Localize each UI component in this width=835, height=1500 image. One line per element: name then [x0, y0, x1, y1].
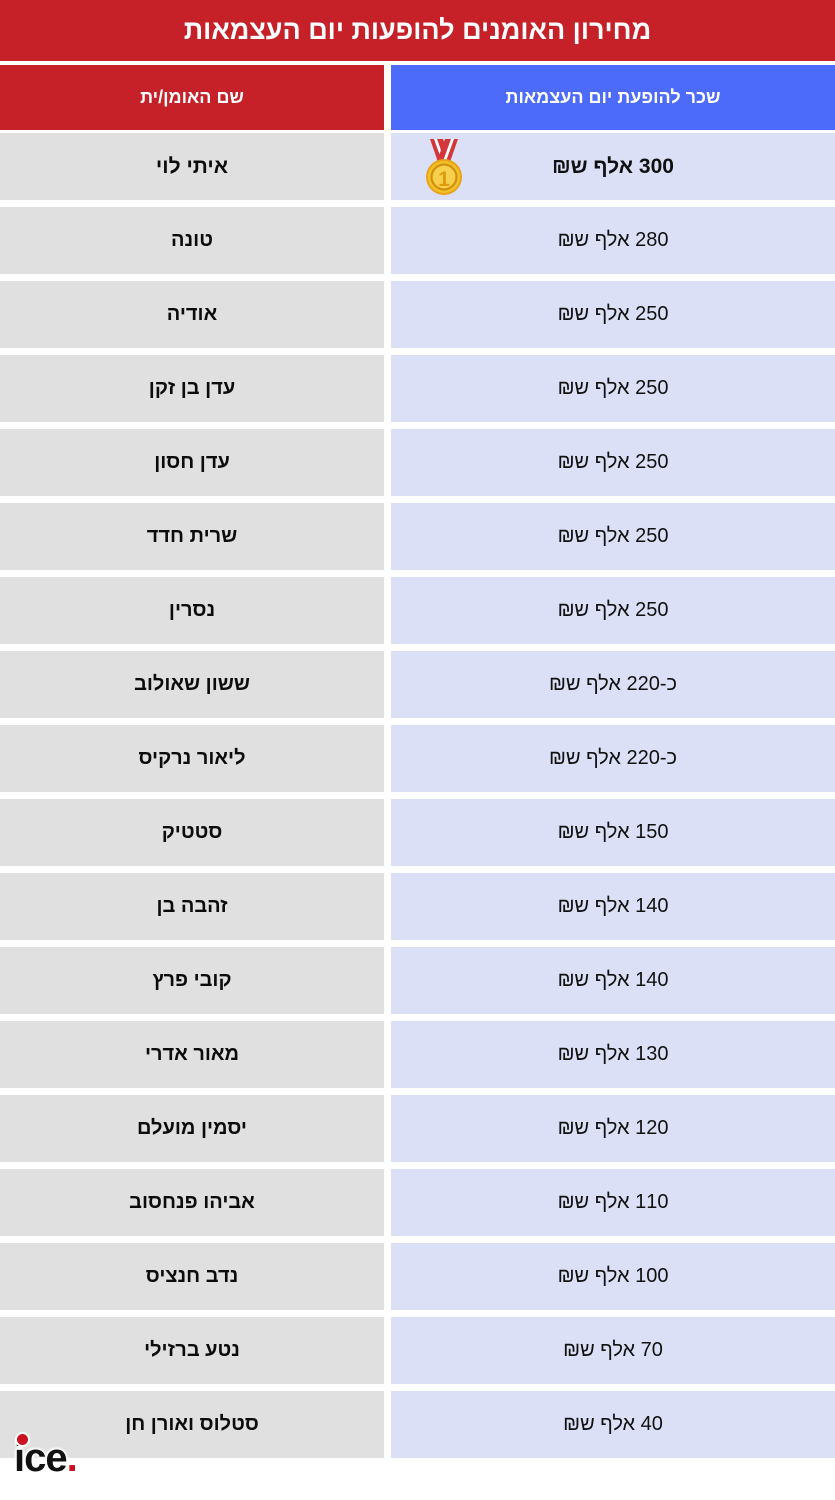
cell-artist-name: נסרין — [0, 577, 384, 644]
table-row: 110 אלף ש₪ אביהו פנחסוב — [0, 1169, 835, 1236]
cell-artist-name: אביהו פנחסוב — [0, 1169, 384, 1236]
cell-artist-name: שרית חדד — [0, 503, 384, 570]
table-row: 300 אלף ש₪ איתי לוי 1 — [0, 133, 835, 200]
table-row: 100 אלף ש₪ נדב חנציס — [0, 1243, 835, 1310]
column-header-name: שם האומן/ית — [0, 65, 384, 130]
cell-price: 150 אלף ש₪ — [391, 799, 835, 866]
cell-price: 250 אלף ש₪ — [391, 429, 835, 496]
table-row: 150 אלף ש₪ סטטיק — [0, 799, 835, 866]
table-row: 120 אלף ש₪ יסמין מועלם — [0, 1095, 835, 1162]
cell-artist-name: ששון שאולוב — [0, 651, 384, 718]
cell-price: 250 אלף ש₪ — [391, 281, 835, 348]
table-row: 280 אלף ש₪ טונה — [0, 207, 835, 274]
cell-price: 110 אלף ש₪ — [391, 1169, 835, 1236]
cell-artist-name: מאור אדרי — [0, 1021, 384, 1088]
cell-artist-name: יסמין מועלם — [0, 1095, 384, 1162]
cell-artist-name: איתי לוי — [0, 133, 384, 200]
logo-i-dot-icon — [17, 1434, 28, 1445]
cell-artist-name: נטע ברזילי — [0, 1317, 384, 1384]
cell-price: 40 אלף ש₪ — [391, 1391, 835, 1458]
table-row: 140 אלף ש₪ זהבה בן — [0, 873, 835, 940]
table-row: 40 אלף ש₪ סטלוס ואורן חן — [0, 1391, 835, 1458]
cell-price: 250 אלף ש₪ — [391, 577, 835, 644]
cell-price: כ-220 אלף ש₪ — [391, 725, 835, 792]
cell-artist-name: אודיה — [0, 281, 384, 348]
cell-price: 130 אלף ש₪ — [391, 1021, 835, 1088]
cell-price: 250 אלף ש₪ — [391, 355, 835, 422]
cell-artist-name: קובי פרץ — [0, 947, 384, 1014]
logo-period: . — [66, 1436, 78, 1480]
page-title: מחירון האומנים להופעות יום העצמאות — [183, 15, 652, 45]
cell-artist-name: נדב חנציס — [0, 1243, 384, 1310]
cell-price: 250 אלף ש₪ — [391, 503, 835, 570]
table-row: כ-220 אלף ש₪ ליאור נרקיס — [0, 725, 835, 792]
cell-artist-name: עדן בן זקן — [0, 355, 384, 422]
cell-price: 140 אלף ש₪ — [391, 947, 835, 1014]
cell-artist-name: טונה — [0, 207, 384, 274]
table-row: 130 אלף ש₪ מאור אדרי — [0, 1021, 835, 1088]
cell-price: 300 אלף ש₪ — [391, 133, 835, 200]
column-header-price: שכר להופעת יום העצמאות — [391, 65, 835, 130]
ice-logo: ice. — [14, 1434, 78, 1480]
table-row: 250 אלף ש₪ עדן בן זקן — [0, 355, 835, 422]
table-row: כ-220 אלף ש₪ ששון שאולוב — [0, 651, 835, 718]
table-row: 250 אלף ש₪ נסרין — [0, 577, 835, 644]
cell-artist-name: סטטיק — [0, 799, 384, 866]
cell-artist-name: זהבה בן — [0, 873, 384, 940]
table-row: 250 אלף ש₪ עדן חסון — [0, 429, 835, 496]
cell-price: 280 אלף ש₪ — [391, 207, 835, 274]
cell-artist-name: סטלוס ואורן חן — [0, 1391, 384, 1458]
cell-price: 100 אלף ש₪ — [391, 1243, 835, 1310]
table-header-row: שכר להופעת יום העצמאות שם האומן/ית — [0, 65, 835, 130]
table-body: 300 אלף ש₪ איתי לוי 1 280 אלף ש₪ טונה 250 א… — [0, 133, 835, 1458]
price-table: שכר להופעת יום העצמאות שם האומן/ית 300 א… — [0, 65, 835, 1465]
cell-artist-name: עדן חסון — [0, 429, 384, 496]
cell-price: 120 אלף ש₪ — [391, 1095, 835, 1162]
title-banner: מחירון האומנים להופעות יום העצמאות — [0, 0, 835, 61]
table-row: 140 אלף ש₪ קובי פרץ — [0, 947, 835, 1014]
table-row: 70 אלף ש₪ נטע ברזילי — [0, 1317, 835, 1384]
cell-price: כ-220 אלף ש₪ — [391, 651, 835, 718]
table-row: 250 אלף ש₪ שרית חדד — [0, 503, 835, 570]
table-row: 250 אלף ש₪ אודיה — [0, 281, 835, 348]
cell-price: 70 אלף ש₪ — [391, 1317, 835, 1384]
cell-artist-name: ליאור נרקיס — [0, 725, 384, 792]
cell-price: 140 אלף ש₪ — [391, 873, 835, 940]
